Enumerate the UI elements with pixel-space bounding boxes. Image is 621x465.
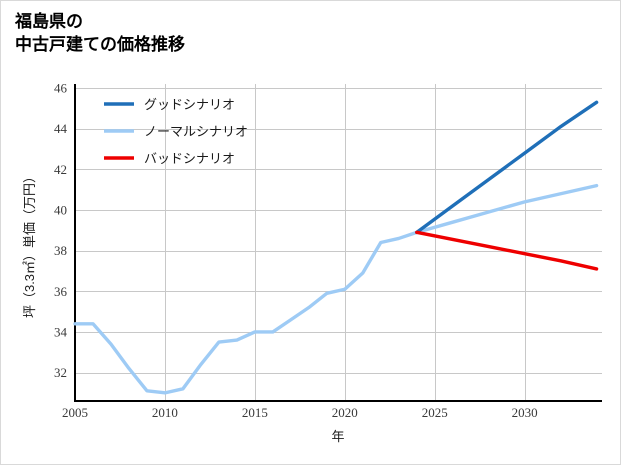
series-line-グッドシナリオ	[415, 100, 599, 235]
series-line-バッドシナリオ	[415, 230, 599, 271]
x-tick-label: 2010	[152, 405, 178, 420]
x-axis-title: 年	[331, 429, 344, 444]
x-tick-label: 2015	[242, 405, 268, 420]
y-tick-label: 42	[54, 162, 67, 177]
y-tick-labels: 32 34 36 38 40 42 44 46	[54, 81, 68, 380]
y-tick-label: 32	[54, 365, 67, 380]
x-tick-labels: 2005 2010 2015 2020 2025 2030	[62, 405, 538, 420]
y-tick-label: 38	[54, 243, 67, 258]
y-tick-label: 34	[54, 324, 68, 339]
series-lines	[73, 100, 599, 395]
x-tick-label: 2025	[422, 405, 448, 420]
y-tick-label: 40	[54, 202, 67, 217]
x-tick-label: 2020	[332, 405, 358, 420]
y-tick-label: 46	[54, 81, 68, 96]
axis-spines	[73, 84, 602, 403]
x-tick-label: 2005	[62, 405, 88, 420]
legend-label: ノーマルシナリオ	[144, 124, 248, 139]
x-tick-label: 2030	[512, 405, 538, 420]
gridlines	[75, 84, 602, 401]
y-tick-label: 36	[54, 284, 68, 299]
legend-label: グッドシナリオ	[144, 97, 235, 112]
y-tick-label: 44	[54, 121, 68, 136]
legend-label: バッドシナリオ	[144, 151, 235, 166]
series-line-ノーマルシナリオ	[73, 183, 599, 395]
chart-title: 福島県の 中古戸建ての価格推移	[15, 12, 185, 54]
y-axis-title: 坪（3.3㎡）単価（万円）	[22, 170, 37, 318]
